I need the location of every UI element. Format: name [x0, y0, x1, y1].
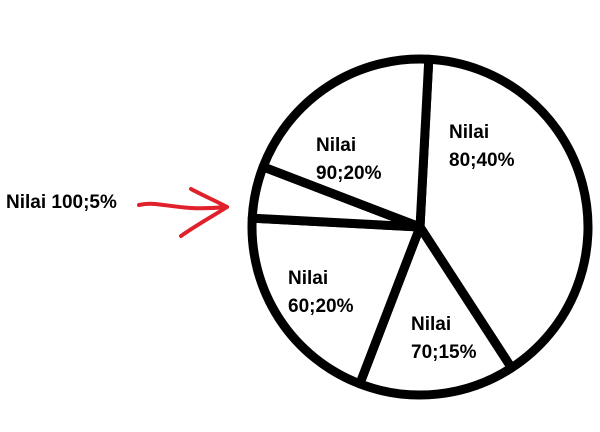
pie-slice-nilai-90: [258, 54, 434, 232]
pie-labels: Nilai 80;40% Nilai 70;15% Nilai 60;20% N…: [6, 122, 515, 363]
slice-label-100-callout: Nilai 100;5%: [6, 192, 117, 213]
slice-label-70: Nilai 70;15%: [411, 314, 477, 363]
pie-slices: [247, 54, 593, 400]
slice-label-90: Nilai 90;20%: [316, 135, 382, 184]
slice-label-80: Nilai 80;40%: [449, 122, 515, 171]
pie-slice-nilai-60: [247, 213, 425, 389]
callout-arrow-icon: [137, 187, 229, 238]
pie-slice-nilai-70: [355, 222, 516, 400]
slice-label-60: Nilai 60;20%: [288, 268, 354, 317]
